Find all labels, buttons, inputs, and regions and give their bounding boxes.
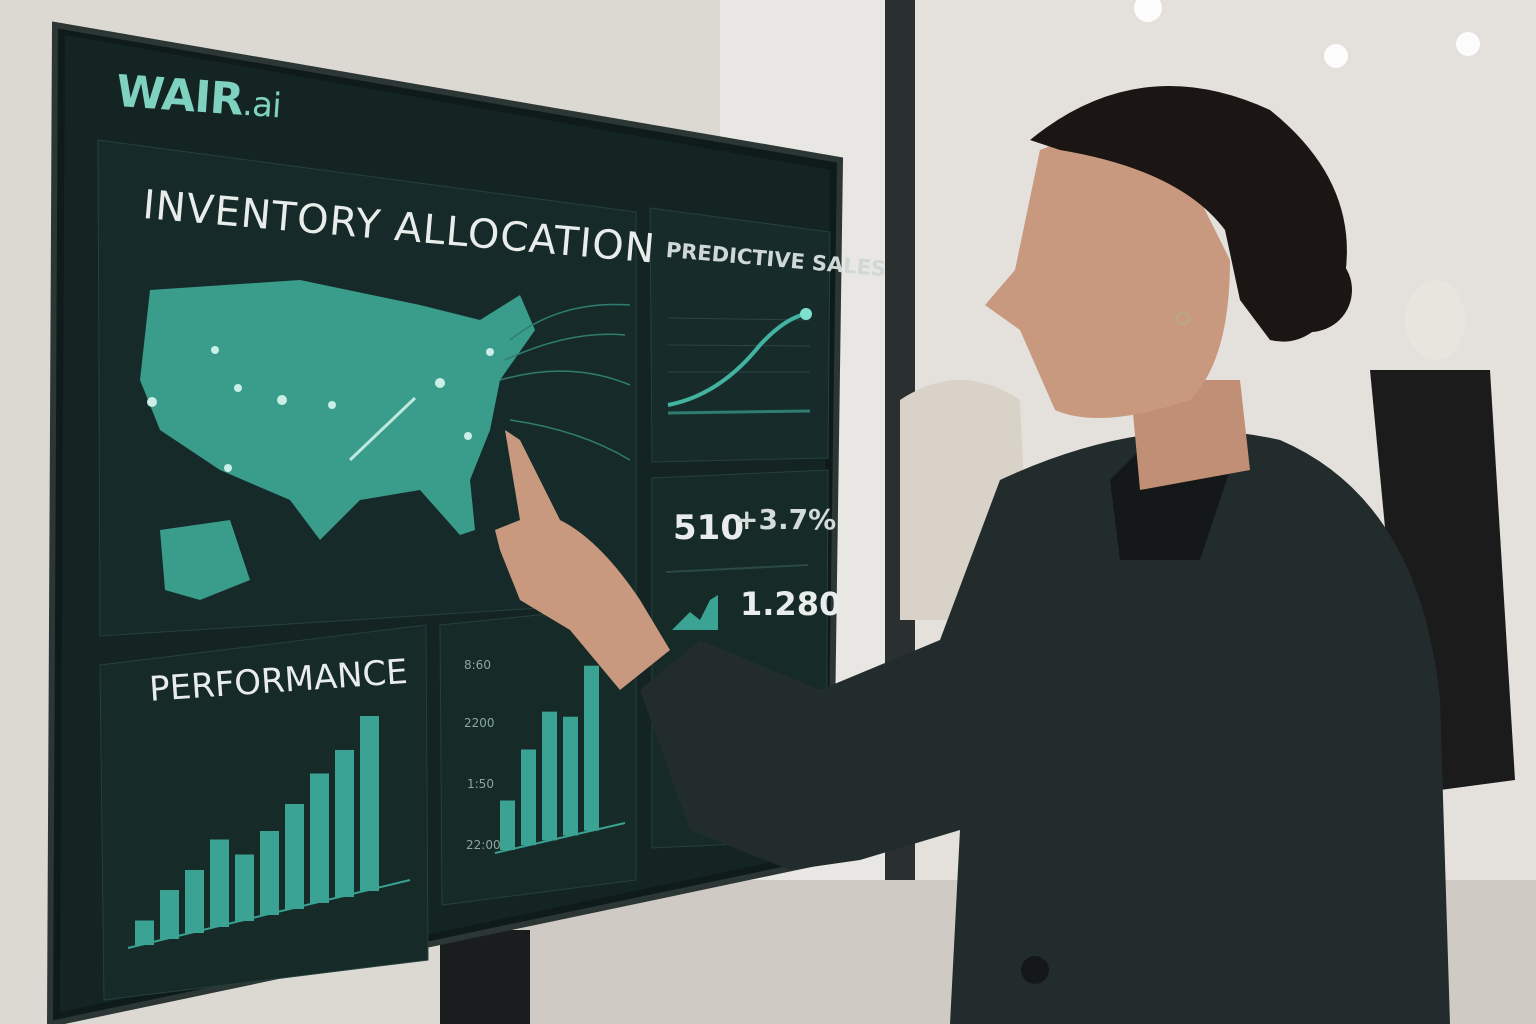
logo-suffix: .ai (241, 83, 282, 127)
woman-face (985, 137, 1230, 418)
tick-label: 22:00 (466, 838, 501, 852)
predictive-gridlines (667, 317, 811, 373)
bar (135, 920, 154, 945)
predictive-endpoint (800, 308, 812, 320)
woman-hand (495, 430, 670, 690)
flow-arrow (348, 396, 417, 462)
jacket-button (1021, 956, 1049, 984)
bar (210, 839, 229, 927)
bar (584, 665, 599, 831)
kpi-divider (665, 564, 809, 573)
bar (285, 804, 304, 909)
kpi-value-1: 510 (673, 508, 744, 548)
alaska-map (160, 520, 250, 600)
kpi-value-2: 1.280 (740, 585, 842, 623)
logo-brand: WAIR (114, 66, 245, 126)
performance-bars (135, 716, 379, 945)
predictive-axis (667, 409, 811, 415)
kpi-change-1: +3.7% (735, 503, 837, 536)
bar (310, 773, 329, 903)
bar (360, 716, 379, 891)
bar (542, 711, 557, 841)
mannequin-head (1405, 280, 1465, 360)
map-points (147, 346, 494, 472)
bar-chart-bars (500, 665, 599, 850)
performance-axis (127, 879, 411, 949)
performance-panel (99, 624, 429, 1001)
bar (235, 854, 254, 921)
bar (521, 749, 536, 846)
tick-label: 2200 (464, 716, 495, 730)
bar (335, 750, 354, 897)
tick-label: 8:60 (464, 658, 491, 672)
earring (1176, 311, 1190, 325)
woman-hair (1030, 86, 1347, 342)
ceiling-light (1134, 0, 1162, 22)
bar (160, 890, 179, 939)
ceiling-light (1456, 32, 1480, 56)
bar (185, 870, 204, 933)
woman-jacket (640, 431, 1450, 1024)
bar-chart-axis (494, 822, 626, 854)
bar (500, 800, 515, 850)
us-map (140, 280, 535, 540)
tick-label: 1:50 (467, 777, 494, 791)
woman-hair-bun (1268, 248, 1352, 332)
screen-stand (440, 930, 530, 1024)
kpi-sparkline (672, 595, 718, 630)
bar (563, 716, 578, 836)
predictive-curve (667, 312, 807, 407)
bar (260, 831, 279, 915)
ceiling-light (1324, 44, 1348, 68)
flow-lines (499, 303, 631, 461)
